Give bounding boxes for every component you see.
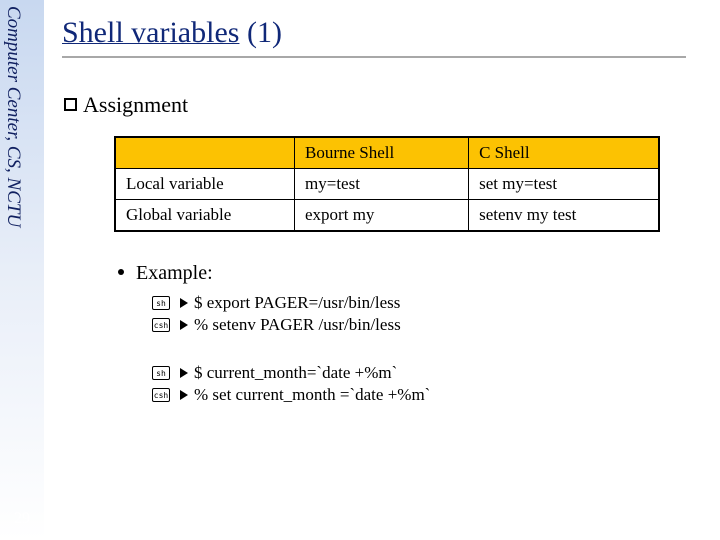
table-row: Global variable export my setenv my test <box>115 200 659 232</box>
page-number: 29 <box>0 510 44 528</box>
square-bullet-icon <box>64 98 77 111</box>
code-line: csh % setenv PAGER /usr/bin/less <box>152 315 704 335</box>
dot-bullet-icon <box>118 269 124 275</box>
table-cell: Local variable <box>115 169 295 200</box>
table-cell: set my=test <box>469 169 659 200</box>
code-text: % set current_month =`date +%m` <box>194 385 430 405</box>
slide-content: Shell variables (1) Assignment Bourne Sh… <box>62 16 704 407</box>
triangle-bullet-icon <box>180 298 188 308</box>
sidebar: Computer Center, CS, NCTU 29 <box>0 0 44 540</box>
example-heading: Example: <box>118 262 704 285</box>
title-suffix: (1) <box>239 16 281 49</box>
code-text: $ current_month=`date +%m` <box>194 363 397 383</box>
table-cell: setenv my test <box>469 200 659 232</box>
code-line: sh $ export PAGER=/usr/bin/less <box>152 293 704 313</box>
triangle-bullet-icon <box>180 320 188 330</box>
triangle-bullet-icon <box>180 390 188 400</box>
sidebar-affiliation: Computer Center, CS, NCTU <box>2 6 24 227</box>
sh-icon: sh <box>152 296 170 310</box>
example-group: sh $ export PAGER=/usr/bin/less csh % se… <box>152 293 704 335</box>
section-heading: Assignment <box>64 92 704 118</box>
section-heading-text: Assignment <box>83 92 188 117</box>
table-header-cell <box>115 137 295 169</box>
code-line: csh % set current_month =`date +%m` <box>152 385 704 405</box>
table-header-cell: Bourne Shell <box>295 137 469 169</box>
title-rule <box>62 56 686 58</box>
code-text: $ export PAGER=/usr/bin/less <box>194 293 400 313</box>
csh-icon: csh <box>152 318 170 332</box>
table-cell: export my <box>295 200 469 232</box>
title-main: Shell variables <box>62 16 239 49</box>
sh-icon: sh <box>152 366 170 380</box>
table-cell: Global variable <box>115 200 295 232</box>
shell-variable-table: Bourne Shell C Shell Local variable my=t… <box>114 136 660 232</box>
example-label: Example: <box>136 262 213 284</box>
table-header-row: Bourne Shell C Shell <box>115 137 659 169</box>
triangle-bullet-icon <box>180 368 188 378</box>
table-cell: my=test <box>295 169 469 200</box>
example-group: sh $ current_month=`date +%m` csh % set … <box>152 363 704 405</box>
table-row: Local variable my=test set my=test <box>115 169 659 200</box>
code-line: sh $ current_month=`date +%m` <box>152 363 704 383</box>
code-text: % setenv PAGER /usr/bin/less <box>194 315 401 335</box>
slide-title: Shell variables (1) <box>62 16 704 50</box>
csh-icon: csh <box>152 388 170 402</box>
table-header-cell: C Shell <box>469 137 659 169</box>
